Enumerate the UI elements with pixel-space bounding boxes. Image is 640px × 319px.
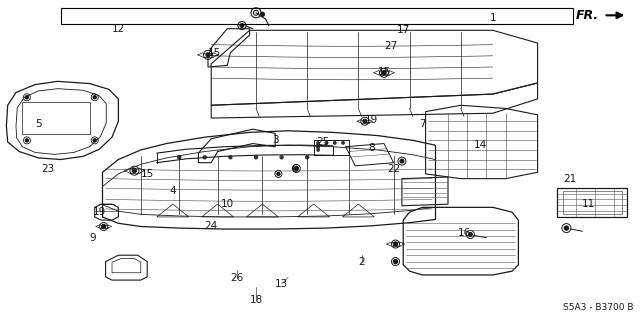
- Circle shape: [317, 146, 319, 149]
- Circle shape: [363, 119, 367, 123]
- Text: 2: 2: [358, 256, 365, 267]
- Text: 12: 12: [112, 24, 125, 34]
- Circle shape: [342, 142, 344, 144]
- Text: 17: 17: [397, 25, 410, 35]
- Text: 22: 22: [387, 164, 400, 174]
- Bar: [61, 8, 573, 24]
- Circle shape: [260, 12, 264, 16]
- Circle shape: [206, 53, 210, 57]
- Text: 18: 18: [250, 295, 262, 305]
- Circle shape: [204, 156, 206, 159]
- Circle shape: [102, 225, 106, 228]
- Text: 15: 15: [378, 67, 390, 77]
- Text: FR.: FR.: [576, 9, 599, 22]
- Circle shape: [306, 156, 308, 159]
- Text: 8: 8: [368, 143, 374, 153]
- Text: 1: 1: [490, 12, 496, 23]
- Circle shape: [317, 144, 319, 146]
- Text: 19: 19: [93, 207, 106, 217]
- Text: 15: 15: [141, 169, 154, 179]
- Circle shape: [394, 242, 397, 246]
- Circle shape: [93, 96, 96, 99]
- Text: 25: 25: [317, 137, 330, 147]
- Circle shape: [394, 260, 397, 263]
- Text: 15: 15: [208, 48, 221, 58]
- Text: 9: 9: [90, 233, 96, 243]
- Text: 27: 27: [384, 41, 397, 51]
- Text: S5A3 - B3700 B: S5A3 - B3700 B: [563, 303, 634, 312]
- Text: 14: 14: [474, 140, 486, 150]
- Circle shape: [564, 226, 568, 230]
- Text: 24: 24: [205, 221, 218, 232]
- Text: 5: 5: [35, 119, 42, 130]
- Circle shape: [382, 71, 386, 75]
- Circle shape: [325, 142, 328, 144]
- Circle shape: [333, 142, 336, 144]
- Circle shape: [26, 139, 28, 142]
- Circle shape: [132, 169, 136, 173]
- Text: 16: 16: [458, 228, 470, 238]
- Circle shape: [240, 24, 244, 27]
- Circle shape: [178, 156, 180, 159]
- Circle shape: [255, 156, 257, 159]
- Text: 3: 3: [272, 135, 278, 145]
- Circle shape: [294, 167, 298, 170]
- Text: 19: 19: [365, 115, 378, 125]
- Circle shape: [400, 159, 404, 163]
- Text: 21: 21: [563, 174, 576, 184]
- Circle shape: [317, 142, 319, 144]
- Circle shape: [280, 156, 283, 159]
- Circle shape: [317, 149, 319, 151]
- Text: 6: 6: [291, 164, 298, 174]
- Circle shape: [93, 139, 96, 142]
- Circle shape: [277, 172, 280, 175]
- Text: 26: 26: [230, 272, 243, 283]
- Circle shape: [229, 156, 232, 159]
- Text: 7: 7: [419, 119, 426, 130]
- Text: 4: 4: [170, 186, 176, 197]
- Circle shape: [468, 233, 472, 236]
- Circle shape: [26, 96, 28, 99]
- Text: 10: 10: [221, 199, 234, 209]
- Text: 11: 11: [582, 199, 595, 209]
- Text: 13: 13: [275, 279, 288, 289]
- Text: 23: 23: [42, 164, 54, 174]
